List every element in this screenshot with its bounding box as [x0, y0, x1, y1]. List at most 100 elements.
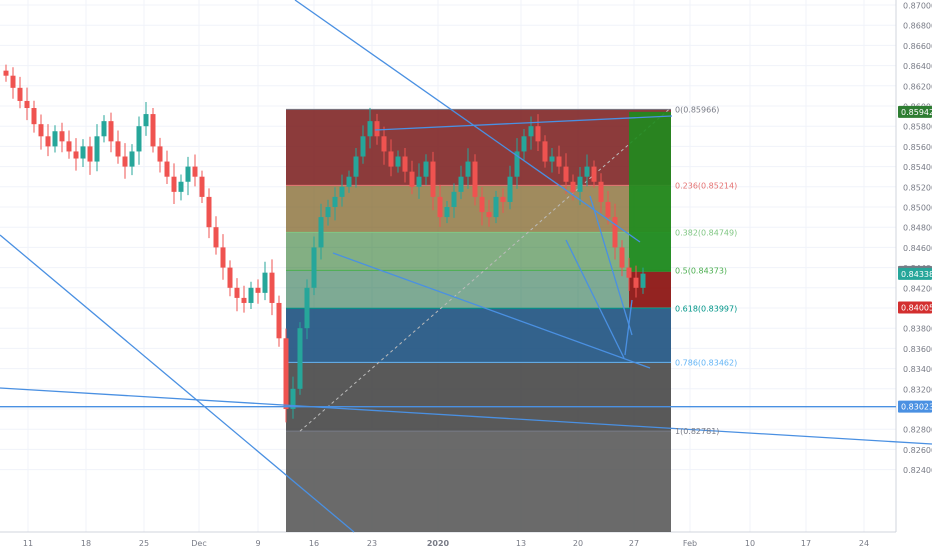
- time-tick-label: 23: [367, 539, 377, 548]
- candle-body: [136, 126, 142, 152]
- candle-body: [514, 151, 520, 177]
- fib-band: [286, 308, 671, 363]
- candle-body: [283, 338, 289, 409]
- candle-body: [346, 176, 352, 187]
- candle-body: [339, 186, 345, 197]
- candle-body: [521, 136, 527, 152]
- candle-body: [437, 196, 443, 218]
- fib-band: [286, 431, 671, 532]
- candle-body: [458, 176, 464, 192]
- candle-body: [38, 124, 44, 137]
- candle-body: [563, 166, 569, 182]
- candle-body: [80, 146, 86, 159]
- candle-body: [556, 156, 562, 167]
- time-tick-label: Dec: [191, 539, 206, 548]
- candle-body: [213, 227, 219, 248]
- trend-line: [374, 115, 673, 131]
- fibonacci-retracement: [286, 108, 671, 532]
- candle-body: [311, 247, 317, 288]
- candle-body: [479, 196, 485, 213]
- price-label-badge: [898, 267, 932, 280]
- candle-body: [507, 176, 513, 202]
- trend-line: [565, 239, 625, 359]
- candle-body: [290, 388, 296, 409]
- price-label-badge: [898, 301, 932, 314]
- price-label-text: 0.84338: [901, 270, 932, 279]
- candle-body: [570, 181, 576, 192]
- candle-body: [304, 287, 310, 329]
- time-tick-label: 24: [859, 539, 869, 548]
- time-tick-label: 11: [23, 539, 33, 548]
- fib-level-label: 0.382(0.84749): [675, 228, 737, 237]
- candle-body: [269, 272, 275, 303]
- candle-body: [598, 181, 604, 202]
- trend-line: [0, 387, 932, 445]
- candle-body: [535, 126, 541, 142]
- candle-body: [108, 121, 114, 142]
- candle-body: [52, 131, 58, 147]
- candle-body: [73, 151, 79, 159]
- price-label-badge: [898, 400, 932, 413]
- candle-body: [17, 87, 23, 101]
- candle-body: [577, 176, 583, 192]
- fib-band: [286, 109, 671, 186]
- candle-body: [388, 151, 394, 167]
- candle-body: [640, 273, 646, 288]
- candle-body: [367, 121, 373, 137]
- candle-body: [633, 277, 639, 288]
- candle-body: [66, 141, 72, 152]
- candle-body: [248, 287, 254, 303]
- trend-line: [589, 195, 633, 336]
- candle-body: [87, 146, 93, 162]
- candle-body: [325, 207, 331, 218]
- candle-body: [472, 161, 478, 197]
- candle-body: [262, 272, 268, 293]
- candle-body: [143, 114, 149, 127]
- candle-body: [171, 176, 177, 192]
- price-label-text: 0.84005: [901, 303, 932, 312]
- candle-body: [360, 136, 366, 157]
- time-axis: 11 18 25 Dec 9 16 23 2020 13 20 27 Feb 10 17 24: [23, 539, 869, 548]
- trend-lines: [0, 0, 932, 533]
- candle-body: [234, 287, 240, 298]
- candle-body: [528, 126, 534, 137]
- candle-body: [122, 156, 128, 167]
- fib-level-label: 0.236(0.85214): [675, 181, 737, 190]
- candle-body: [220, 247, 226, 268]
- candle-body: [101, 121, 107, 137]
- fib-level-label: 0.618(0.83997): [675, 304, 737, 313]
- candle-body: [10, 75, 16, 88]
- time-tick-label: 16: [309, 539, 319, 548]
- candle-body: [353, 156, 359, 177]
- candle-body: [199, 176, 205, 197]
- candle-body: [591, 166, 597, 182]
- candle-body: [486, 212, 492, 218]
- candle-body: [178, 181, 184, 192]
- candle-body: [94, 136, 100, 162]
- candle-body: [318, 217, 324, 248]
- time-tick-label: Feb: [683, 539, 697, 548]
- trend-line: [332, 252, 651, 369]
- candle-body: [612, 217, 618, 248]
- price-axis: 0.870000.868000.866000.864000.862000.860…: [898, 2, 932, 475]
- trend-line: [624, 299, 633, 356]
- candle-body: [192, 166, 198, 177]
- fib-band: [286, 270, 671, 309]
- candle-body: [465, 161, 471, 177]
- long-position-target-zone: [629, 111, 671, 272]
- fib-level-label: 0.5(0.84373): [675, 266, 727, 275]
- trend-line: [0, 234, 355, 533]
